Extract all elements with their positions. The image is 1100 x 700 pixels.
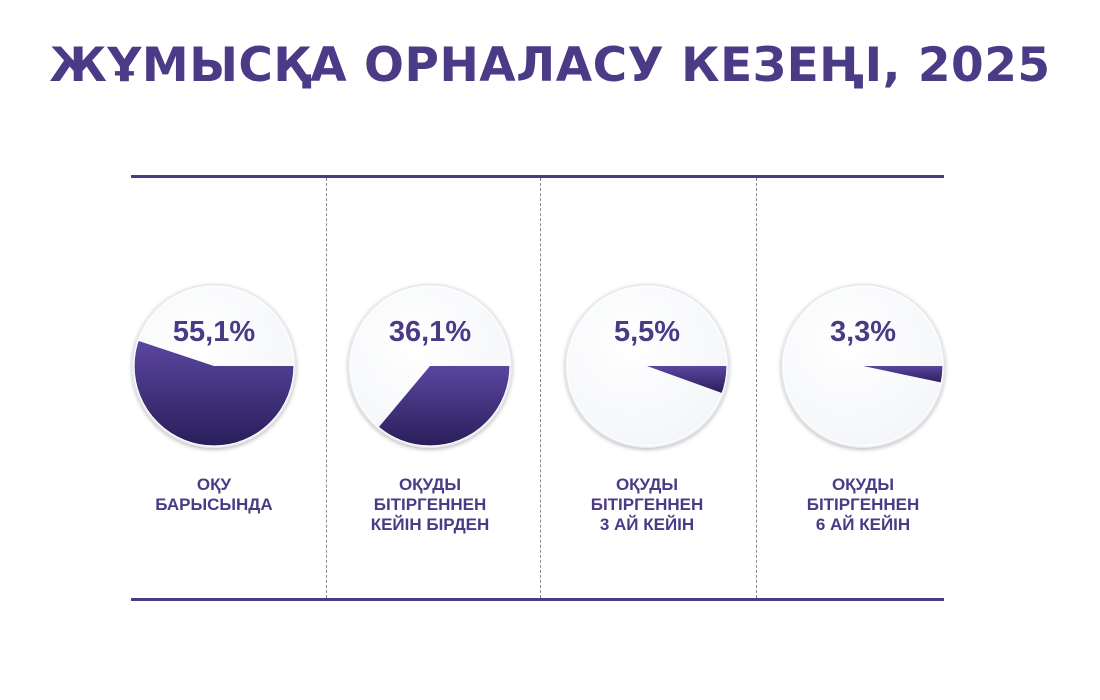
caption-line: ОҚУДЫ xyxy=(615,475,679,494)
caption-line: БІТІРГЕННЕН xyxy=(806,495,920,514)
caption-line: БАРЫСЫНДА xyxy=(155,495,273,514)
caption-line: БІТІРГЕННЕН xyxy=(590,495,704,514)
top-rule xyxy=(131,175,944,178)
value-label: 3,3% xyxy=(829,316,897,348)
category-caption: ОҚУДЫ БІТІРГЕННЕН 3 АЙ КЕЙІН xyxy=(547,475,747,535)
value-label: 5,5% xyxy=(613,316,681,348)
bottom-rule xyxy=(131,598,944,601)
pie-chart xyxy=(565,284,729,448)
caption-line: 3 АЙ КЕЙІН xyxy=(599,515,695,534)
value-label: 36,1% xyxy=(388,316,472,348)
pie-slice xyxy=(647,366,727,394)
caption-line: ОҚУДЫ xyxy=(831,475,895,494)
caption-line: БІТІРГЕННЕН xyxy=(373,495,487,514)
pie-edge xyxy=(782,285,944,447)
pie-chart xyxy=(781,284,945,448)
pie-edge xyxy=(133,285,295,447)
category-caption: ОҚУДЫ БІТІРГЕННЕН КЕЙІН БІРДЕН xyxy=(330,475,530,535)
category-caption: ОҚУДЫ БІТІРГЕННЕН 6 АЙ КЕЙІН xyxy=(763,475,963,535)
pie-slice xyxy=(134,340,294,446)
value-label: 55,1% xyxy=(172,316,256,348)
chart-title: ЖҰМЫСҚА ОРНАЛАСУ КЕЗЕҢІ, 2025 xyxy=(49,38,1051,93)
pie-chart xyxy=(348,284,512,448)
pie-chart xyxy=(132,284,296,448)
caption-line: КЕЙІН БІРДЕН xyxy=(370,515,490,534)
caption-line: ОҚУДЫ xyxy=(398,475,462,494)
pie-edge xyxy=(566,285,728,447)
caption-line: ОҚУ xyxy=(196,475,232,494)
category-caption: ОҚУ БАРЫСЫНДА xyxy=(114,475,314,515)
pie-slice xyxy=(863,366,943,383)
pie-edge xyxy=(349,285,511,447)
panel-divider xyxy=(540,178,541,598)
panel-divider xyxy=(756,178,757,598)
caption-line: 6 АЙ КЕЙІН xyxy=(815,515,911,534)
pie-slice xyxy=(378,366,510,447)
panel-divider xyxy=(326,178,327,598)
